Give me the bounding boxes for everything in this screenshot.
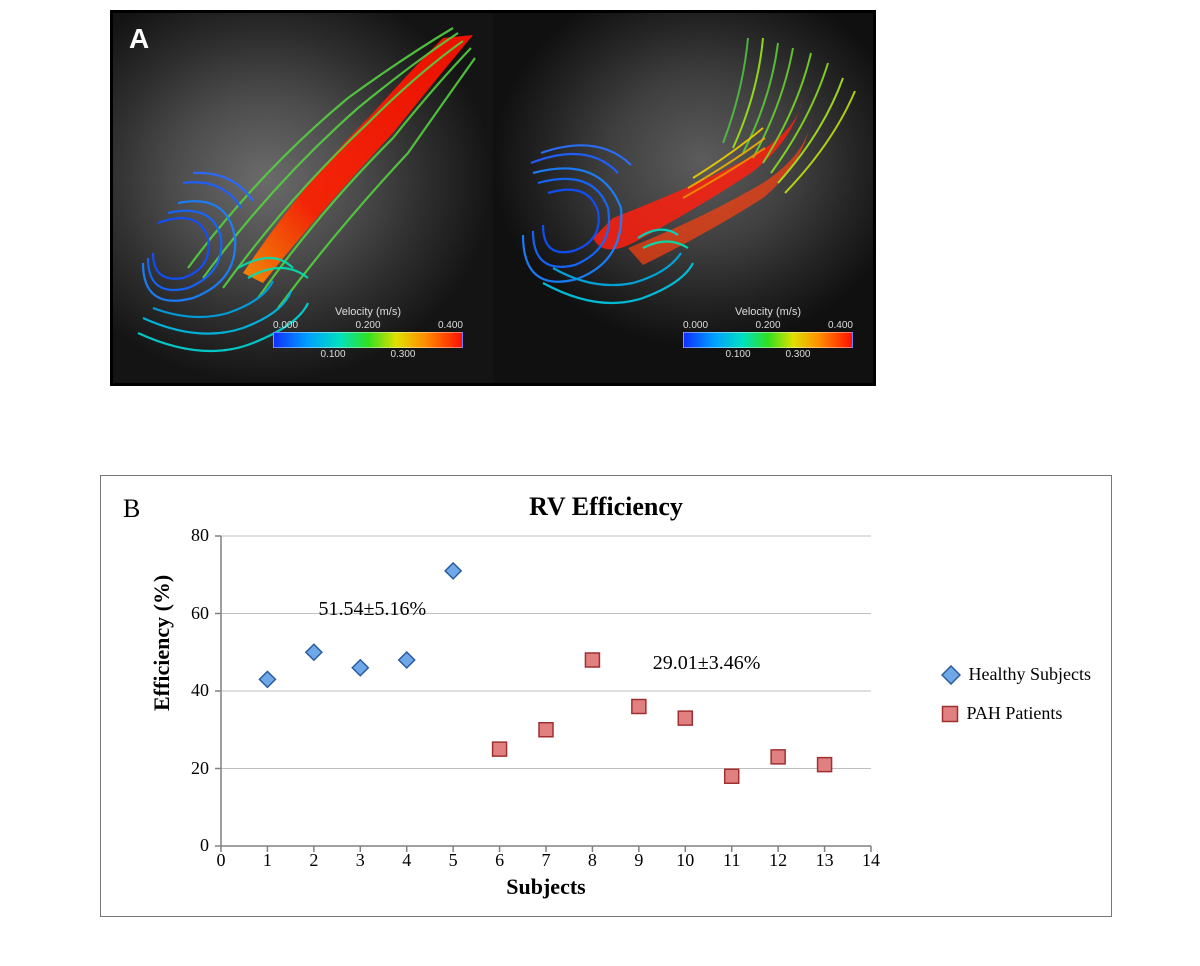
data-point bbox=[632, 700, 646, 714]
diamond-icon bbox=[941, 665, 961, 685]
data-point bbox=[771, 750, 785, 764]
colorbar-gradient bbox=[273, 332, 463, 348]
colorbar-tick: 0.300 bbox=[390, 349, 415, 360]
x-tick-label: 4 bbox=[397, 850, 417, 871]
data-point bbox=[445, 563, 461, 579]
chart-annotation: 29.01±3.46% bbox=[653, 652, 761, 675]
x-tick-label: 7 bbox=[536, 850, 556, 871]
colorbar-tick: 0.200 bbox=[355, 320, 380, 331]
colorbar-tick: 0.400 bbox=[438, 320, 463, 331]
x-axis-label: Subjects bbox=[221, 874, 871, 900]
x-tick-label: 3 bbox=[350, 850, 370, 871]
colorbar-title: Velocity (m/s) bbox=[273, 306, 463, 318]
square-icon bbox=[941, 705, 959, 723]
x-tick-label: 6 bbox=[490, 850, 510, 871]
chart-title: RV Efficiency bbox=[101, 492, 1111, 522]
data-point bbox=[539, 723, 553, 737]
x-tick-label: 0 bbox=[211, 850, 231, 871]
data-point bbox=[259, 671, 275, 687]
y-tick-label: 20 bbox=[149, 758, 209, 779]
data-point bbox=[306, 644, 322, 660]
colorbar-ticks-top: 0.000 0.200 0.400 bbox=[683, 320, 853, 331]
legend: Healthy Subjects PAH Patients bbox=[941, 646, 1091, 742]
colorbar-title: Velocity (m/s) bbox=[683, 306, 853, 318]
panel-a-right: Velocity (m/s) 0.000 0.200 0.400 0.100 0… bbox=[493, 13, 873, 383]
colorbar-tick: 0.100 bbox=[726, 349, 751, 360]
x-tick-label: 11 bbox=[722, 850, 742, 871]
data-point bbox=[352, 660, 368, 676]
data-point bbox=[678, 711, 692, 725]
colorbar-tick: 0.000 bbox=[273, 320, 298, 331]
chart-svg bbox=[221, 536, 871, 846]
x-tick-label: 9 bbox=[629, 850, 649, 871]
y-tick-label: 60 bbox=[149, 603, 209, 624]
y-tick-label: 40 bbox=[149, 680, 209, 701]
colorbar-tick: 0.200 bbox=[755, 320, 780, 331]
panel-a-left: A bbox=[113, 13, 493, 383]
colorbar-tick: 0.400 bbox=[828, 320, 853, 331]
x-tick-label: 14 bbox=[861, 850, 881, 871]
colorbar-ticks-bottom: 0.100 0.300 bbox=[683, 349, 853, 360]
colorbar-right: Velocity (m/s) 0.000 0.200 0.400 0.100 0… bbox=[683, 306, 853, 361]
legend-label: PAH Patients bbox=[967, 703, 1063, 724]
legend-label: Healthy Subjects bbox=[969, 664, 1091, 685]
panel-b: B RV Efficiency Efficiency (%) Subjects … bbox=[100, 475, 1112, 917]
x-tick-label: 8 bbox=[582, 850, 602, 871]
colorbar-tick: 0.300 bbox=[785, 349, 810, 360]
x-tick-label: 5 bbox=[443, 850, 463, 871]
legend-item-pah: PAH Patients bbox=[941, 703, 1091, 724]
page: A bbox=[0, 0, 1200, 966]
colorbar-gradient bbox=[683, 332, 853, 348]
x-tick-label: 13 bbox=[815, 850, 835, 871]
y-tick-label: 0 bbox=[149, 835, 209, 856]
x-tick-label: 2 bbox=[304, 850, 324, 871]
legend-item-healthy: Healthy Subjects bbox=[941, 664, 1091, 685]
colorbar-ticks-top: 0.000 0.200 0.400 bbox=[273, 320, 463, 331]
x-tick-label: 12 bbox=[768, 850, 788, 871]
x-tick-label: 10 bbox=[675, 850, 695, 871]
plot-area bbox=[221, 536, 871, 846]
colorbar-left: Velocity (m/s) 0.000 0.200 0.400 0.100 0… bbox=[273, 306, 463, 361]
data-point bbox=[585, 653, 599, 667]
data-point bbox=[399, 652, 415, 668]
colorbar-tick: 0.000 bbox=[683, 320, 708, 331]
colorbar-tick: 0.100 bbox=[321, 349, 346, 360]
chart-annotation: 51.54±5.16% bbox=[319, 598, 427, 621]
panel-a: A bbox=[110, 10, 876, 386]
colorbar-ticks-bottom: 0.100 0.300 bbox=[273, 349, 463, 360]
x-tick-label: 1 bbox=[257, 850, 277, 871]
panel-a-label: A bbox=[129, 23, 149, 55]
y-tick-label: 80 bbox=[149, 525, 209, 546]
data-point bbox=[493, 742, 507, 756]
data-point bbox=[818, 758, 832, 772]
data-point bbox=[725, 769, 739, 783]
